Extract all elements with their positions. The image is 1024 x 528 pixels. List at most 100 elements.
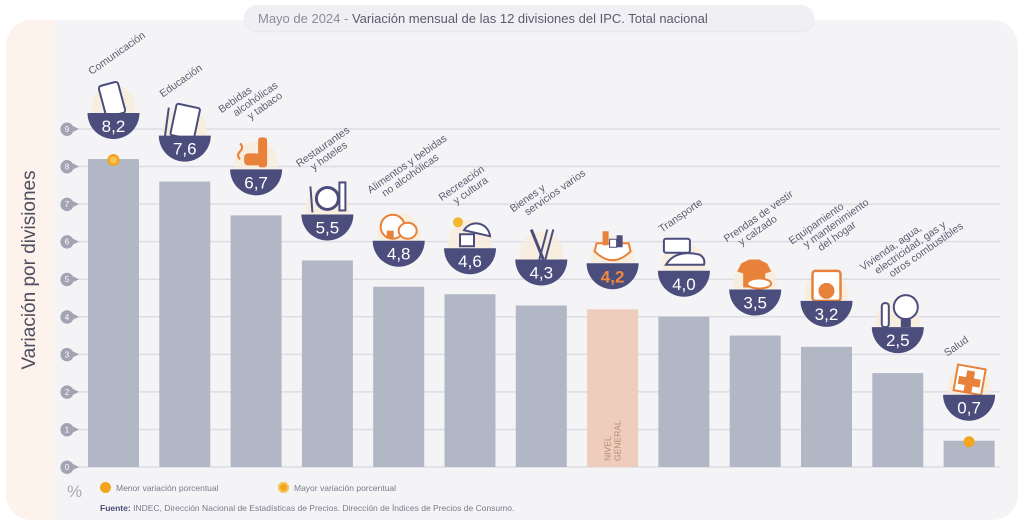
category-label-line: Transporte (657, 196, 705, 235)
y-tick-bubble (60, 422, 74, 436)
y-tick-bubble (60, 160, 74, 174)
bar (301, 260, 353, 467)
bar (515, 305, 567, 467)
category-label: Restaurantesy hoteles (294, 124, 358, 179)
bulb-base (900, 319, 911, 328)
bar-inner-label: NIVELGENERAL (603, 420, 623, 461)
legend-label: Mayor variación porcentual (294, 482, 397, 493)
source-label: Fuente: (100, 503, 131, 513)
bar (658, 316, 710, 467)
bar-group-5: 4,6 Recreacióny cultura (437, 163, 496, 467)
bar-group-7: NIVELGENERAL 4,2 (586, 231, 639, 467)
shoe (746, 277, 773, 290)
bar (88, 159, 139, 468)
source-text: INDEC, Dirección Nacional de Estadística… (130, 503, 515, 513)
bar-group-0: 8,2 Comunicación (86, 29, 148, 468)
title-main: Variación mensual de las 12 divisiones d… (351, 10, 708, 26)
bulb (892, 294, 919, 321)
y-tick: 3 (60, 347, 79, 362)
y-tick-bubble (60, 122, 74, 136)
fork (309, 186, 314, 213)
unit-label: % (67, 482, 83, 501)
bottle (602, 231, 609, 246)
value-badge (729, 289, 782, 316)
legend-item-menor: Menor variación porcentual (100, 482, 219, 493)
y-tick: 4 (60, 310, 79, 324)
bar (872, 373, 924, 467)
bar-group-10: 3,2 Equipamientoy mantenimientodel hogar (787, 187, 878, 467)
value-badge (657, 270, 710, 297)
value-label: 0,7 (957, 399, 981, 418)
chair (459, 233, 475, 248)
value-badge (301, 214, 354, 241)
bottle (338, 181, 347, 212)
bar-group-2: 6,7 Bebidasalcohólicasy tabaco (216, 70, 286, 467)
y-tick: 7 (60, 197, 79, 212)
category-label: Prendas de vestiry calzado (722, 188, 803, 254)
category-label: Educación (158, 62, 205, 100)
cross (957, 370, 981, 394)
y-tick-bubble (60, 460, 74, 474)
y-tick-label: 9 (65, 125, 70, 134)
y-tick-label: 5 (65, 275, 70, 284)
scissor-blade (544, 229, 555, 260)
category-label: Equipamientoy mantenimientodel hogar (787, 187, 878, 265)
category-label-line: Educación (158, 62, 205, 100)
category-label: Bebidasalcohólicasy tabaco (216, 70, 286, 133)
category-label: Bienes yservicios varios (508, 158, 588, 224)
car (664, 252, 706, 266)
value-label: 3,2 (815, 305, 839, 324)
legend-dot-ringed-icon (278, 482, 289, 493)
value-label: 4,3 (529, 264, 553, 283)
y-tick-bubble (60, 272, 74, 286)
y-tick-bubble (60, 197, 74, 211)
value-label: 2,5 (886, 331, 910, 350)
notebook-body (169, 102, 201, 141)
legend-item-mayor: Mayor variación porcentual (278, 482, 396, 493)
category-label-line: Salud (942, 334, 971, 359)
y-tick-label: 7 (65, 200, 70, 209)
bottle (258, 137, 268, 168)
category-label: Vivienda, agua,electricidad, gas yotros … (858, 202, 966, 292)
y-tick: 5 (60, 272, 79, 287)
y-axis-band (6, 20, 54, 520)
value-badge (515, 259, 568, 286)
category-label-line: Comunicación (86, 29, 148, 77)
sube-card (662, 237, 691, 254)
bar (159, 181, 211, 468)
smoke (237, 142, 244, 161)
value-badge (586, 263, 639, 290)
y-tick: 2 (60, 385, 79, 399)
y-tick-label: 4 (65, 313, 70, 322)
bar-group-12: 0,7 Salud (942, 334, 996, 467)
umbrella (462, 222, 492, 238)
bar (587, 309, 639, 467)
bar (729, 335, 781, 467)
y-tick: 9 (60, 122, 79, 137)
y-tick: 0 (60, 460, 79, 474)
scissor-blade (538, 229, 549, 260)
bar (444, 294, 496, 467)
menor-variacion-marker (963, 436, 975, 448)
bar-inner-label-line: NIVEL (603, 436, 613, 461)
category-label: Recreacióny cultura (437, 163, 494, 212)
chart-title: Mayo de 2024 - Variación mensual de las … (244, 5, 814, 31)
value-badge (372, 240, 425, 267)
source-note: Fuente: INDEC, Dirección Nacional de Est… (100, 503, 514, 513)
category-label: Transporte (657, 196, 705, 235)
plug (880, 302, 890, 329)
bar-inner-label-line: GENERAL (613, 420, 623, 461)
bar (801, 346, 852, 467)
bar-group-3: 5,5 Restaurantesy hoteles (294, 124, 358, 467)
glasses (244, 153, 261, 166)
value-label: 7,6 (173, 140, 197, 159)
plate (314, 185, 340, 211)
value-badge (871, 327, 924, 354)
bar (230, 215, 282, 467)
y-tick: 6 (60, 235, 79, 249)
y-tick-bubble (60, 385, 74, 399)
value-badge (158, 135, 211, 162)
pencil (163, 107, 170, 138)
